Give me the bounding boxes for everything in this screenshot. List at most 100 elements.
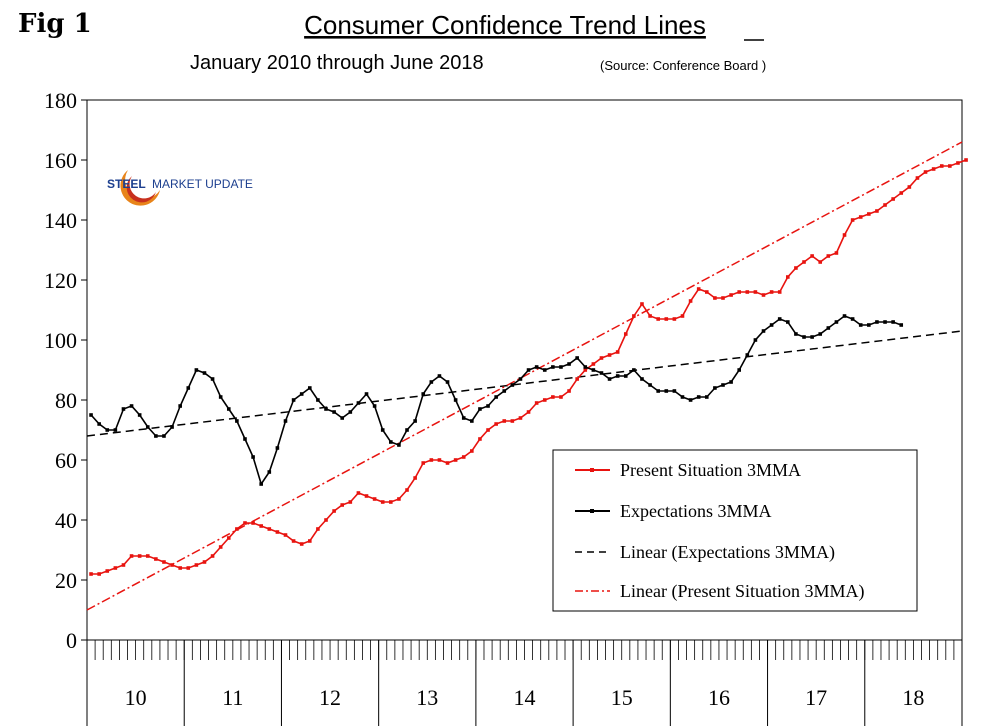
data-point-present bbox=[640, 302, 644, 306]
data-point-present bbox=[121, 563, 126, 567]
data-point-expectations bbox=[275, 446, 280, 450]
data-point-expectations bbox=[405, 428, 409, 432]
data-point-present bbox=[316, 527, 320, 531]
logo-swoosh-inner-icon bbox=[126, 176, 156, 203]
data-point-present bbox=[259, 524, 263, 528]
data-point-present bbox=[745, 290, 750, 294]
data-point-present bbox=[283, 533, 288, 537]
data-point-present bbox=[542, 398, 547, 402]
data-point-expectations bbox=[129, 404, 134, 408]
y-tick-label: 140 bbox=[44, 208, 77, 233]
data-point-present bbox=[802, 260, 806, 264]
data-point-present bbox=[737, 290, 741, 294]
data-point-present bbox=[696, 287, 701, 291]
data-point-present bbox=[356, 491, 361, 495]
data-point-expectations bbox=[704, 395, 709, 399]
data-point-present bbox=[348, 500, 353, 504]
x-year-label: 18 bbox=[902, 685, 924, 710]
data-point-expectations bbox=[308, 386, 312, 390]
data-point-expectations bbox=[389, 440, 393, 444]
data-point-present bbox=[526, 410, 531, 414]
data-point-expectations bbox=[145, 425, 150, 429]
data-point-expectations bbox=[632, 368, 636, 372]
data-point-present bbox=[607, 353, 612, 357]
data-point-present bbox=[583, 368, 588, 372]
data-point-expectations bbox=[559, 365, 563, 369]
data-point-present bbox=[243, 521, 247, 525]
data-point-present bbox=[615, 350, 620, 354]
data-point-expectations bbox=[656, 389, 660, 393]
data-point-present bbox=[899, 191, 904, 195]
data-point-present bbox=[632, 314, 636, 318]
data-point-present bbox=[769, 290, 774, 294]
data-point-present bbox=[915, 176, 920, 180]
data-point-expectations bbox=[332, 410, 336, 414]
data-point-present bbox=[291, 539, 296, 543]
data-point-present bbox=[235, 527, 239, 531]
data-point-present bbox=[534, 401, 539, 405]
data-point-expectations bbox=[429, 380, 434, 384]
data-point-present bbox=[794, 266, 798, 270]
data-point-present bbox=[623, 332, 628, 336]
data-point-expectations bbox=[745, 353, 750, 357]
legend-marker-present bbox=[590, 468, 594, 472]
data-point-present bbox=[923, 170, 928, 174]
data-point-present bbox=[186, 566, 191, 570]
data-point-expectations bbox=[397, 443, 401, 447]
data-point-expectations bbox=[834, 320, 839, 324]
chart-subtitle: January 2010 through June 2018 bbox=[190, 52, 484, 74]
data-point-present bbox=[842, 233, 847, 237]
data-point-present bbox=[948, 164, 952, 168]
data-point-expectations bbox=[867, 323, 871, 327]
data-point-expectations bbox=[186, 386, 191, 390]
data-point-present bbox=[834, 251, 839, 255]
data-point-expectations bbox=[721, 383, 725, 387]
y-tick-label: 180 bbox=[44, 88, 77, 113]
data-point-expectations bbox=[648, 383, 652, 387]
data-point-present bbox=[429, 458, 434, 462]
y-tick-label: 40 bbox=[55, 508, 77, 533]
data-point-expectations bbox=[421, 392, 426, 396]
data-point-expectations bbox=[688, 398, 693, 402]
data-point-present bbox=[891, 197, 895, 201]
data-point-expectations bbox=[542, 368, 547, 372]
data-point-expectations bbox=[178, 404, 182, 408]
data-point-expectations bbox=[299, 392, 304, 396]
data-point-present bbox=[145, 554, 150, 558]
y-tick-label: 80 bbox=[55, 388, 77, 413]
data-point-expectations bbox=[97, 422, 101, 426]
data-point-expectations bbox=[235, 419, 239, 423]
data-point-present bbox=[308, 539, 312, 543]
data-point-expectations bbox=[599, 371, 604, 375]
data-point-expectations bbox=[534, 365, 539, 369]
legend: Present Situation 3MMA Expectations 3MMA… bbox=[552, 449, 918, 612]
legend-label-linear-present: Linear (Present Situation 3MMA) bbox=[620, 581, 864, 602]
y-tick-label: 120 bbox=[44, 268, 77, 293]
data-point-expectations bbox=[713, 386, 717, 390]
x-year-label: 12 bbox=[319, 685, 341, 710]
data-point-present bbox=[267, 527, 272, 531]
data-point-expectations bbox=[777, 317, 782, 321]
data-point-expectations bbox=[502, 389, 507, 393]
data-point-expectations bbox=[729, 380, 733, 384]
data-point-present bbox=[964, 158, 968, 162]
data-point-present bbox=[567, 389, 571, 393]
data-point-expectations bbox=[591, 368, 596, 372]
data-point-present bbox=[194, 563, 199, 567]
x-year-label: 14 bbox=[514, 685, 536, 710]
data-point-expectations bbox=[218, 395, 223, 399]
legend-label-present: Present Situation 3MMA bbox=[620, 460, 801, 480]
data-point-present bbox=[97, 572, 101, 576]
logo-text-bold: STEEL bbox=[107, 177, 146, 191]
data-point-expectations bbox=[251, 455, 255, 459]
data-point-expectations bbox=[461, 416, 466, 420]
data-point-present bbox=[105, 569, 110, 573]
data-point-present bbox=[931, 167, 936, 171]
data-point-present bbox=[397, 497, 401, 501]
data-point-expectations bbox=[818, 332, 823, 336]
data-point-present bbox=[413, 476, 417, 480]
data-point-present bbox=[478, 437, 482, 441]
data-point-present bbox=[364, 494, 369, 498]
data-point-expectations bbox=[664, 389, 669, 393]
data-point-expectations bbox=[194, 368, 199, 372]
